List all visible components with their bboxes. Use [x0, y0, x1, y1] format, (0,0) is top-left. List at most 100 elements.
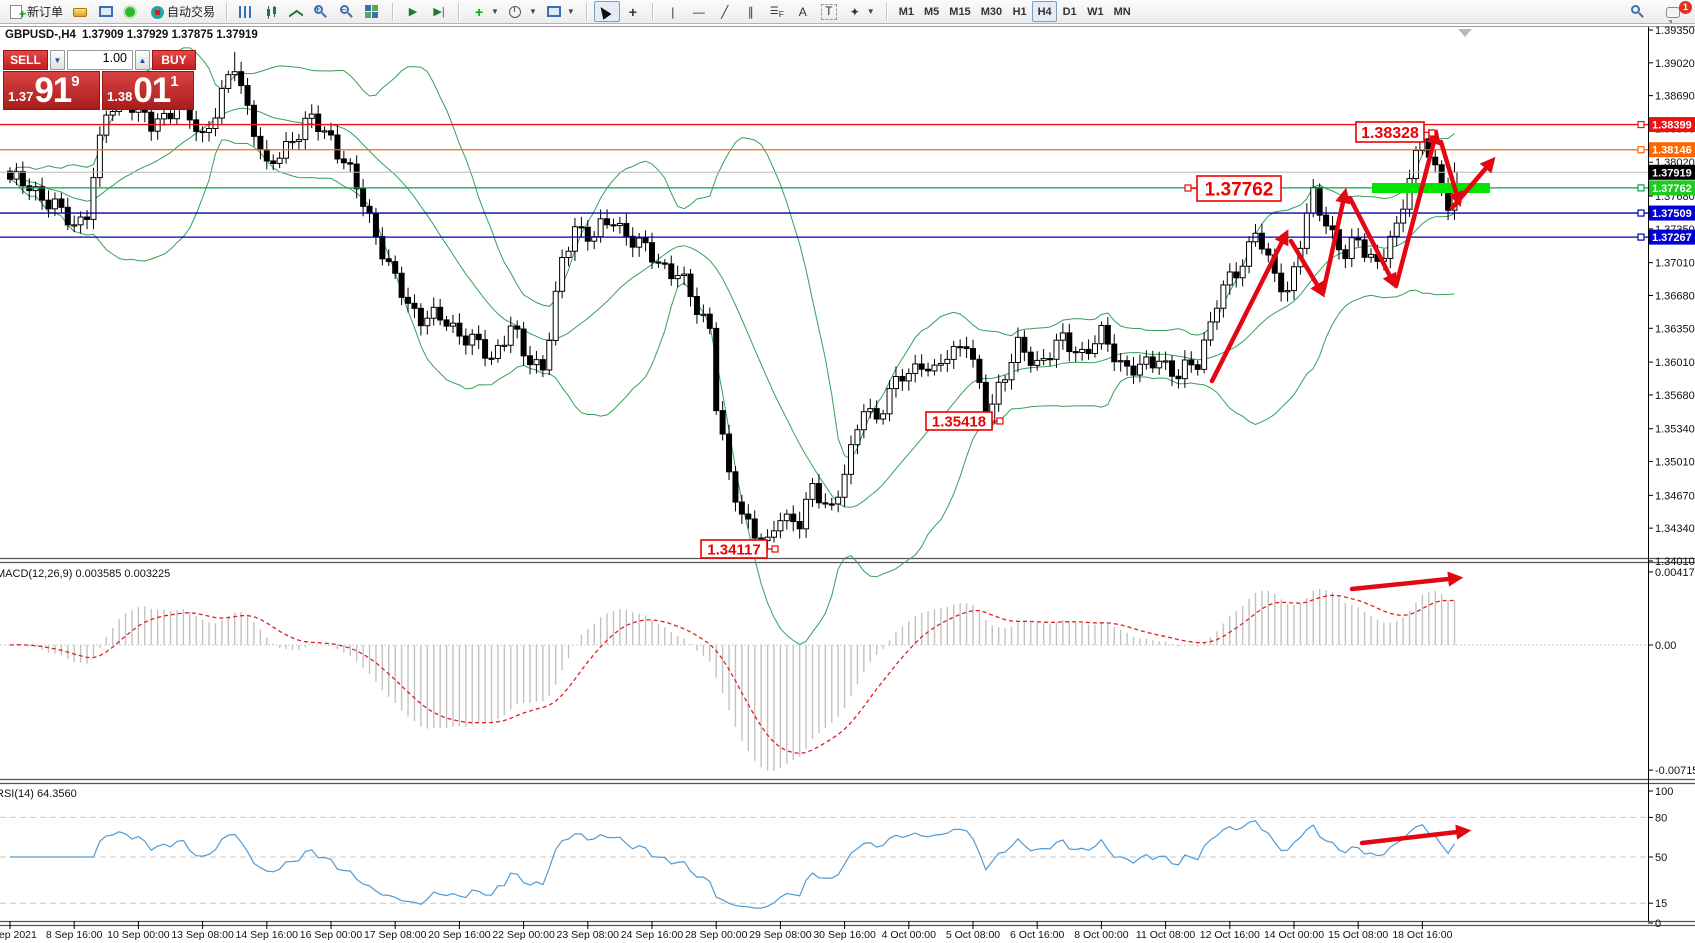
- candle-bullish: [1008, 362, 1015, 381]
- candle-bearish: [1021, 336, 1028, 353]
- periods-button[interactable]: ▼: [504, 1, 542, 22]
- trend-arrow[interactable]: [1347, 195, 1397, 289]
- label-icon: T: [820, 3, 837, 20]
- candle-bullish: [552, 290, 559, 342]
- tile-windows-button[interactable]: [360, 1, 386, 22]
- timeframe-m15[interactable]: M15: [949, 5, 971, 18]
- rsi-trend-arrow[interactable]: [1359, 824, 1472, 846]
- candle-bearish: [1111, 343, 1118, 363]
- candle-bullish: [212, 117, 219, 130]
- candle-bearish: [1104, 324, 1111, 345]
- horizontal-line-tool[interactable]: —: [686, 1, 712, 22]
- data-window-button[interactable]: [94, 1, 120, 22]
- chart-plot-area[interactable]: [0, 27, 1648, 558]
- fibonacci-tool[interactable]: ☰F: [764, 1, 790, 22]
- price-label-box[interactable]: [1355, 121, 1425, 143]
- chat-icon: [1666, 6, 1680, 18]
- timeframe-m5[interactable]: M5: [924, 5, 940, 18]
- horizontal-line-icon: —: [692, 4, 705, 19]
- trend-arrow[interactable]: [1438, 139, 1464, 208]
- market-watch-button[interactable]: [68, 1, 94, 22]
- add-indicator-button[interactable]: + ▼: [466, 1, 504, 22]
- bid-price-panel[interactable]: 1.37 91 9: [3, 71, 100, 110]
- ask-prefix: 1.38: [107, 89, 133, 104]
- candle-bearish: [1175, 375, 1182, 380]
- crosshair-tool-button[interactable]: +: [620, 1, 646, 22]
- candle-bullish: [1117, 360, 1124, 363]
- price-label-box[interactable]: [700, 539, 768, 559]
- label-tool[interactable]: T: [816, 1, 842, 22]
- time-tick-label: 7 Sep 2021: [0, 929, 37, 941]
- volume-down-button[interactable]: ▼: [50, 50, 65, 70]
- timeframe-m30[interactable]: M30: [980, 5, 1003, 18]
- new-order-button[interactable]: 新订单: [3, 1, 68, 22]
- price-label-text: 1.37762: [1205, 179, 1274, 200]
- time-axis[interactable]: [0, 925, 1695, 943]
- timeframe-m1[interactable]: M1: [898, 5, 914, 18]
- trend-arrow[interactable]: [1288, 238, 1325, 298]
- search-button[interactable]: [1625, 1, 1651, 22]
- time-tick-label: 13 Sep 08:00: [171, 929, 234, 941]
- line-handle: [1637, 184, 1645, 192]
- templates-button[interactable]: ▼: [542, 1, 580, 22]
- candle-bearish: [726, 433, 733, 473]
- candle-bullish: [71, 224, 78, 227]
- price-axis[interactable]: [1648, 27, 1695, 921]
- timeframe-mn[interactable]: MN: [1113, 5, 1131, 18]
- add-indicator-icon: +: [474, 3, 484, 20]
- annotations-layer[interactable]: 1.38328 1.37762 1.35418 1.34117: [700, 121, 1496, 846]
- macd-trend-arrow[interactable]: [1349, 571, 1464, 592]
- notifications-button[interactable]: 1: [1661, 1, 1692, 22]
- candle-bullish: [559, 257, 566, 292]
- signals-button[interactable]: [120, 1, 146, 22]
- channel-tool[interactable]: ∥: [738, 1, 764, 22]
- candle-bearish: [1432, 156, 1439, 166]
- rsi-axis-label: 15: [1655, 898, 1667, 910]
- candle-bearish: [668, 263, 675, 280]
- ask-big-digits: 01: [133, 71, 171, 110]
- auto-scroll-button[interactable]: ▶: [400, 1, 426, 22]
- trend-arrow[interactable]: [1393, 128, 1441, 289]
- trend-arrow[interactable]: [1320, 187, 1351, 296]
- candle-bullish: [96, 134, 103, 179]
- candlestick-chart-button[interactable]: [260, 1, 284, 22]
- bar-chart-button[interactable]: [234, 1, 260, 22]
- volume-up-button[interactable]: ▲: [135, 50, 150, 70]
- zoom-in-button[interactable]: +: [308, 1, 334, 22]
- line-chart-button[interactable]: [284, 1, 308, 22]
- ask-price-panel[interactable]: 1.38 01 1: [102, 71, 194, 110]
- timeframe-w1[interactable]: W1: [1087, 5, 1104, 18]
- auto-trading-button[interactable]: 自动交易: [146, 1, 220, 22]
- timeframe-d1[interactable]: D1: [1062, 5, 1077, 18]
- price-label-box[interactable]: [925, 411, 993, 431]
- candle-bullish: [430, 306, 437, 319]
- text-tool[interactable]: A: [790, 1, 816, 22]
- timeframe-h4[interactable]: H4: [1032, 1, 1058, 22]
- time-tick-label: 12 Oct 16:00: [1200, 929, 1260, 941]
- trend-arrow[interactable]: [1449, 156, 1496, 211]
- vertical-line-tool[interactable]: |: [660, 1, 686, 22]
- shapes-tool[interactable]: ✦ ▼: [842, 1, 880, 22]
- candle-bullish: [892, 375, 899, 390]
- sell-button[interactable]: SELL: [3, 50, 48, 70]
- trendline-tool[interactable]: ╱: [712, 1, 738, 22]
- price-tick-label: 1.34670: [1655, 490, 1695, 502]
- timeframe-h1[interactable]: H1: [1012, 5, 1027, 18]
- chart-shift-button[interactable]: ▶|: [426, 1, 452, 22]
- trend-arrow[interactable]: [1209, 229, 1289, 384]
- buy-button[interactable]: BUY: [152, 50, 196, 70]
- highlight-zone[interactable]: [1372, 183, 1490, 193]
- candle-bullish: [494, 344, 501, 359]
- cursor-tool-button[interactable]: [593, 1, 620, 22]
- zoom-out-button[interactable]: –: [334, 1, 360, 22]
- price-label-text: 1.38328: [1361, 125, 1419, 142]
- price-label-box[interactable]: [1196, 175, 1282, 202]
- candle-bearish: [738, 501, 745, 515]
- price-tick-label: 1.35010: [1655, 457, 1695, 469]
- new-order-label: 新订单: [27, 5, 64, 19]
- candle-bearish: [1072, 351, 1079, 354]
- candle-bullish: [636, 237, 643, 248]
- candle-bullish: [424, 317, 431, 327]
- volume-input[interactable]: 1.00: [67, 50, 133, 70]
- candle-bearish: [1169, 360, 1176, 377]
